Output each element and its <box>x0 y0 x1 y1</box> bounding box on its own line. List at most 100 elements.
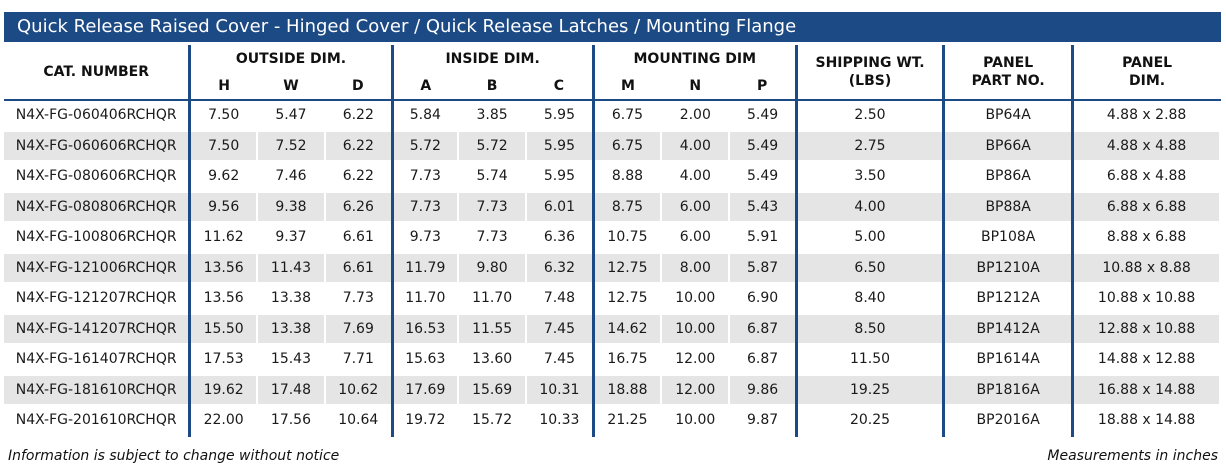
cell-a: 7.73 <box>392 161 460 193</box>
cell-h: 13.56 <box>189 283 258 315</box>
cell-d: 7.73 <box>325 283 394 315</box>
cell-panel-dim: 4.88 x 2.88 <box>1072 100 1222 132</box>
cell-cat-number: N4X-FG-181610RCHQR <box>4 374 192 406</box>
cell-w: 17.56 <box>256 405 327 437</box>
cell-shipping-wt: 2.50 <box>796 100 946 132</box>
cell-n: 10.00 <box>661 283 731 315</box>
cell-c: 5.95 <box>526 130 595 162</box>
cell-c: 10.33 <box>526 405 595 437</box>
cell-m: 6.75 <box>593 130 663 162</box>
cell-m: 8.88 <box>593 161 663 193</box>
cell-c: 7.45 <box>526 313 595 345</box>
header-n: N <box>661 73 730 101</box>
table-row: N4X-FG-060406RCHQR 7.50 5.47 6.22 5.84 3.85 5.… <box>4 100 1222 132</box>
cell-w: 13.38 <box>256 283 327 315</box>
cell-p: 6.90 <box>729 283 798 315</box>
cell-w: 13.38 <box>256 313 327 345</box>
cell-panel-part: BP1816A <box>943 374 1075 406</box>
cell-c: 6.36 <box>526 222 595 254</box>
cell-shipping-wt: 8.40 <box>796 283 946 315</box>
cell-cat-number: N4X-FG-080606RCHQR <box>4 161 192 193</box>
cell-panel-dim: 16.88 x 14.88 <box>1072 374 1222 406</box>
cell-shipping-wt: 4.00 <box>796 191 946 223</box>
cell-w: 5.47 <box>256 100 327 132</box>
cell-m: 6.75 <box>593 100 663 132</box>
cell-m: 8.75 <box>593 191 663 223</box>
spec-table: CAT. NUMBER OUTSIDE DIM. INSIDE DIM. MOU… <box>4 45 1222 437</box>
cell-h: 7.50 <box>189 100 258 132</box>
cell-shipping-wt: 8.50 <box>796 313 946 345</box>
cell-panel-part: BP86A <box>943 161 1075 193</box>
header-shipping-wt-line1: SHIPPING WT. <box>815 55 925 71</box>
cell-cat-number: N4X-FG-060406RCHQR <box>4 100 192 132</box>
cell-m: 12.75 <box>593 283 663 315</box>
cell-b: 11.55 <box>458 313 528 345</box>
table-title: Quick Release Raised Cover - Hinged Cove… <box>4 12 1221 42</box>
header-cat-number: CAT. NUMBER <box>4 45 192 101</box>
cell-panel-dim: 6.88 x 6.88 <box>1072 191 1222 223</box>
disclaimer-note: Information is subject to change without… <box>8 448 340 464</box>
cell-n: 4.00 <box>661 161 731 193</box>
cell-d: 7.71 <box>325 344 394 376</box>
cell-panel-dim: 10.88 x 8.88 <box>1072 252 1222 284</box>
cell-c: 5.95 <box>526 161 595 193</box>
table-row: N4X-FG-080606RCHQR 9.62 7.46 6.22 7.73 5.74 5.… <box>4 161 1222 193</box>
cell-n: 10.00 <box>661 405 731 437</box>
header-shipping-wt: SHIPPING WT. (LBS) <box>796 45 946 101</box>
cell-a: 11.79 <box>392 252 460 284</box>
cell-panel-dim: 14.88 x 12.88 <box>1072 344 1222 376</box>
table-row: N4X-FG-080806RCHQR 9.56 9.38 6.26 7.73 7.73 6.… <box>4 191 1222 223</box>
cell-h: 7.50 <box>189 130 258 162</box>
cell-n: 10.00 <box>661 313 731 345</box>
cell-b: 13.60 <box>458 344 528 376</box>
cell-panel-part: BP2016A <box>943 405 1075 437</box>
cell-panel-dim: 18.88 x 14.88 <box>1072 405 1222 437</box>
cell-d: 7.69 <box>325 313 394 345</box>
cell-d: 10.64 <box>325 405 394 437</box>
cell-p: 9.86 <box>729 374 798 406</box>
cell-shipping-wt: 5.00 <box>796 222 946 254</box>
cell-cat-number: N4X-FG-121207RCHQR <box>4 283 192 315</box>
cell-b: 7.73 <box>458 191 528 223</box>
cell-n: 6.00 <box>661 222 731 254</box>
cell-shipping-wt: 2.75 <box>796 130 946 162</box>
cell-b: 3.85 <box>458 100 528 132</box>
cell-m: 14.62 <box>593 313 663 345</box>
cell-h: 17.53 <box>189 344 258 376</box>
header-mounting-dim: MOUNTING DIM <box>593 45 798 73</box>
cell-cat-number: N4X-FG-060606RCHQR <box>4 130 192 162</box>
cell-n: 12.00 <box>661 374 731 406</box>
cell-panel-dim: 12.88 x 10.88 <box>1072 313 1222 345</box>
cell-a: 7.73 <box>392 191 460 223</box>
header-d: D <box>325 73 394 101</box>
cell-w: 15.43 <box>256 344 327 376</box>
units-note: Measurements in inches <box>1047 448 1218 464</box>
cell-panel-dim: 4.88 x 4.88 <box>1072 130 1222 162</box>
cell-p: 5.49 <box>729 161 798 193</box>
cell-panel-part: BP108A <box>943 222 1075 254</box>
cell-a: 16.53 <box>392 313 460 345</box>
cell-panel-part: BP64A <box>943 100 1075 132</box>
header-c: C <box>526 73 595 101</box>
table-row: N4X-FG-121006RCHQR 13.56 11.43 6.61 11.79 9.8… <box>4 252 1222 284</box>
cell-w: 17.48 <box>256 374 327 406</box>
cell-m: 18.88 <box>593 374 663 406</box>
header-p: P <box>729 73 798 101</box>
table-row: N4X-FG-141207RCHQR 15.50 13.38 7.69 16.53 11.… <box>4 313 1222 345</box>
cell-h: 19.62 <box>189 374 258 406</box>
cell-p: 9.87 <box>729 405 798 437</box>
table-row: N4X-FG-161407RCHQR 17.53 15.43 7.71 15.63 13.… <box>4 344 1222 376</box>
cell-p: 5.49 <box>729 130 798 162</box>
cell-c: 10.31 <box>526 374 595 406</box>
cell-shipping-wt: 19.25 <box>796 374 946 406</box>
table-row: N4X-FG-100806RCHQR 11.62 9.37 6.61 9.73 7.73 6… <box>4 222 1222 254</box>
cell-p: 5.87 <box>729 252 798 284</box>
cell-c: 7.48 <box>526 283 595 315</box>
cell-a: 19.72 <box>392 405 460 437</box>
cell-shipping-wt: 3.50 <box>796 161 946 193</box>
cell-m: 12.75 <box>593 252 663 284</box>
cell-n: 12.00 <box>661 344 731 376</box>
cell-b: 5.72 <box>458 130 528 162</box>
cell-c: 6.32 <box>526 252 595 284</box>
cell-b: 11.70 <box>458 283 528 315</box>
